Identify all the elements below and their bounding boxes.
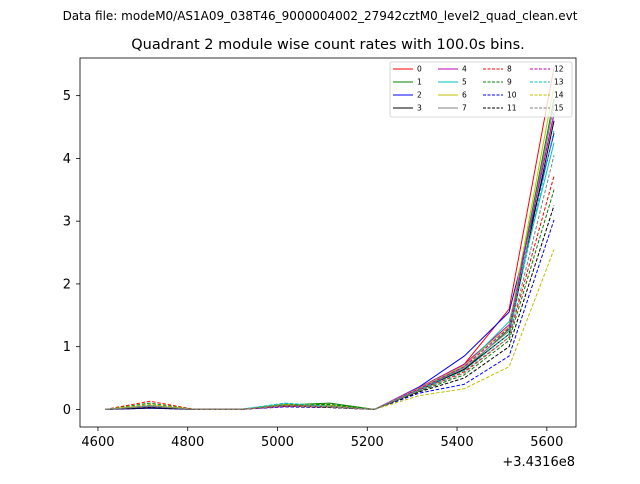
data-file-subtitle: Data file: modeM0/AS1A09_038T46_90000040… [63, 9, 578, 23]
plot-area [105, 67, 555, 410]
legend-label-12: 12 [554, 65, 564, 74]
x-tick-label: 4600 [81, 435, 114, 450]
x-tick-label: 5600 [530, 435, 563, 450]
axis-ticks: 4600 4800 5000 5200 5400 5600 0 1 2 3 4 5 [63, 89, 564, 450]
legend-label-6: 6 [462, 91, 467, 100]
y-tick-label: 2 [63, 277, 71, 292]
legend-label-3: 3 [417, 104, 422, 113]
legend-box [389, 61, 573, 118]
legend-label-2: 2 [417, 91, 422, 100]
legend-label-14: 14 [554, 91, 564, 100]
y-tick-label: 5 [63, 89, 71, 104]
legend-label-1: 1 [417, 78, 422, 87]
legend-label-9: 9 [507, 78, 512, 87]
x-tick-label: 5000 [261, 435, 294, 450]
x-tick-label: 4800 [171, 435, 204, 450]
y-tick-label: 1 [63, 340, 71, 355]
chart-title: Quadrant 2 module wise count rates with … [131, 37, 525, 53]
legend-label-7: 7 [462, 104, 467, 113]
legend-label-15: 15 [554, 104, 564, 113]
legend-label-13: 13 [554, 78, 564, 87]
legend-label-4: 4 [462, 65, 467, 74]
legend-label-11: 11 [507, 104, 517, 113]
y-tick-label: 0 [63, 403, 71, 418]
legend-label-0: 0 [417, 65, 422, 74]
axes-frame [79, 57, 577, 428]
legend-label-10: 10 [507, 91, 517, 100]
x-tick-label: 5200 [351, 435, 384, 450]
y-tick-label: 3 [63, 215, 71, 230]
x-axis-offset-label: +3.4316e8 [502, 455, 575, 470]
x-tick-label: 5400 [441, 435, 474, 450]
series-line-15 [105, 155, 555, 410]
y-tick-label: 4 [63, 152, 71, 167]
legend-label-8: 8 [507, 65, 512, 74]
legend-label-5: 5 [462, 78, 467, 87]
